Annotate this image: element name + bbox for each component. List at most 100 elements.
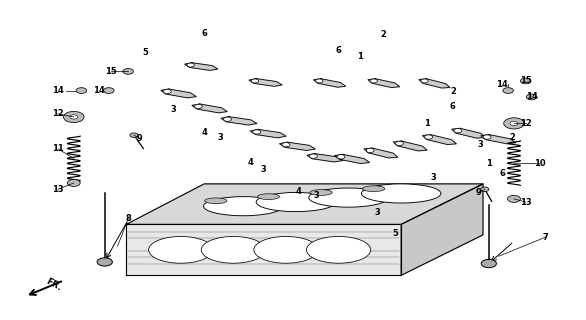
Circle shape (504, 118, 524, 129)
Polygon shape (368, 79, 400, 88)
Polygon shape (249, 79, 282, 86)
Text: 5: 5 (393, 229, 398, 238)
Text: 6: 6 (201, 29, 207, 38)
Ellipse shape (149, 236, 213, 263)
Polygon shape (221, 117, 257, 125)
Text: 12: 12 (520, 119, 532, 128)
Circle shape (67, 180, 80, 187)
Ellipse shape (363, 186, 385, 192)
Circle shape (253, 130, 261, 134)
Polygon shape (127, 184, 483, 224)
Polygon shape (393, 141, 427, 151)
Circle shape (316, 79, 323, 83)
Circle shape (130, 133, 138, 137)
Text: 11: 11 (52, 144, 64, 153)
Circle shape (282, 142, 290, 147)
Text: 3: 3 (431, 173, 436, 182)
Text: 4: 4 (296, 187, 302, 196)
Text: 6: 6 (336, 45, 342, 55)
Polygon shape (364, 148, 398, 158)
Text: 3: 3 (477, 140, 483, 148)
Text: 6: 6 (499, 169, 505, 178)
Polygon shape (161, 89, 196, 98)
Text: 2: 2 (381, 30, 387, 39)
Circle shape (483, 135, 491, 139)
Ellipse shape (256, 193, 336, 212)
Text: 6: 6 (449, 102, 455, 111)
Text: 12: 12 (52, 109, 64, 118)
Text: 5: 5 (143, 48, 149, 57)
Text: 1: 1 (424, 119, 430, 128)
Polygon shape (185, 63, 218, 70)
Circle shape (187, 63, 195, 67)
Text: 3: 3 (375, 208, 381, 217)
Text: 7: 7 (543, 233, 548, 242)
Ellipse shape (310, 190, 332, 196)
Circle shape (526, 94, 537, 100)
Circle shape (76, 88, 87, 93)
Polygon shape (314, 79, 346, 87)
Text: 2: 2 (509, 133, 515, 142)
Circle shape (503, 88, 513, 93)
Polygon shape (401, 184, 483, 275)
Ellipse shape (257, 194, 280, 199)
Polygon shape (127, 224, 401, 275)
Circle shape (507, 196, 520, 202)
Circle shape (224, 117, 231, 121)
Circle shape (481, 187, 489, 192)
Circle shape (366, 148, 374, 153)
Polygon shape (335, 154, 370, 164)
Circle shape (104, 88, 114, 93)
Polygon shape (192, 104, 227, 113)
Text: 3: 3 (217, 133, 223, 142)
Circle shape (510, 121, 518, 125)
Circle shape (396, 141, 403, 146)
Text: 9: 9 (476, 188, 482, 197)
Ellipse shape (254, 236, 318, 263)
Text: 14: 14 (496, 80, 508, 89)
Ellipse shape (362, 184, 441, 203)
Text: FR.: FR. (44, 277, 63, 293)
Text: 1: 1 (357, 52, 363, 61)
Circle shape (481, 260, 496, 268)
Circle shape (421, 79, 428, 83)
Circle shape (337, 155, 345, 159)
Circle shape (195, 104, 202, 108)
Circle shape (70, 115, 78, 119)
Circle shape (309, 154, 318, 158)
Text: 14: 14 (52, 86, 64, 95)
Text: 2: 2 (451, 87, 456, 96)
Circle shape (370, 79, 377, 83)
Circle shape (63, 111, 84, 123)
Circle shape (97, 258, 113, 266)
Polygon shape (419, 79, 450, 88)
Circle shape (251, 79, 258, 83)
Polygon shape (423, 135, 456, 145)
Polygon shape (481, 135, 516, 144)
Polygon shape (250, 129, 286, 138)
Circle shape (123, 68, 134, 74)
Text: 10: 10 (534, 159, 546, 168)
Circle shape (163, 89, 171, 94)
Ellipse shape (306, 236, 371, 263)
Text: 4: 4 (201, 128, 207, 137)
Text: 13: 13 (520, 197, 532, 206)
Text: 4: 4 (248, 158, 254, 167)
Text: 3: 3 (314, 190, 319, 200)
Circle shape (425, 135, 432, 139)
Polygon shape (280, 142, 315, 150)
Text: 9: 9 (137, 134, 143, 143)
Text: 8: 8 (125, 214, 131, 223)
Text: 3: 3 (171, 105, 176, 114)
Ellipse shape (203, 197, 283, 216)
Circle shape (520, 78, 531, 84)
Text: 14: 14 (526, 92, 537, 101)
Ellipse shape (309, 188, 389, 207)
Text: 1: 1 (486, 159, 492, 168)
Text: 13: 13 (52, 185, 64, 194)
Polygon shape (307, 154, 343, 162)
Text: 14: 14 (93, 86, 105, 95)
Text: 15: 15 (520, 76, 532, 85)
Polygon shape (452, 128, 486, 138)
Ellipse shape (205, 198, 227, 204)
